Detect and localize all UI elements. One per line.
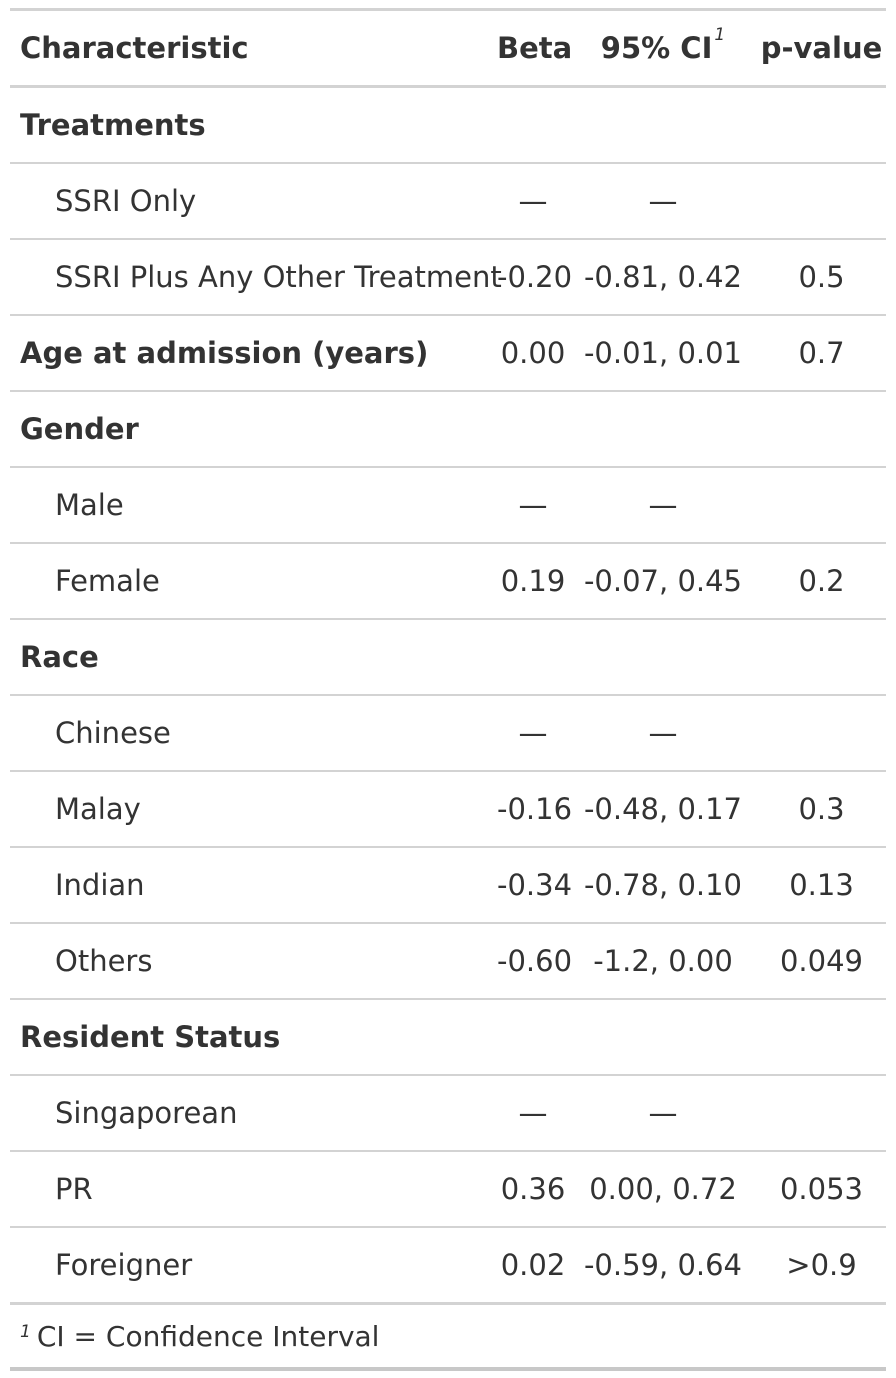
row-label: SSRI Plus Any Other Treatment [10,239,502,316]
row-beta [497,999,569,1076]
row-label: Age at admission (years) [10,315,497,392]
table-row: SSRI Plus Any Other Treatment -0.20 -0.81,… [10,239,886,316]
row-pvalue: 0.7 [757,315,886,392]
row-beta: — [497,1075,569,1152]
row-ci [569,999,757,1076]
row-pvalue [757,695,886,772]
row-beta: 0.19 [497,543,569,620]
header-pvalue: p-value [757,8,886,88]
row-pvalue [757,86,886,164]
row-ci: -0.78, 0.10 [569,847,757,924]
table-row: SSRI Only — — [10,163,886,240]
row-ci: -0.01, 0.01 [569,315,757,392]
row-beta: — [497,163,569,240]
row-pvalue: >0.9 [757,1227,886,1305]
row-beta: 0.00 [497,315,569,392]
table-row: Treatments [10,86,886,164]
row-ci: -0.07, 0.45 [569,543,757,620]
row-label: PR [10,1151,497,1228]
row-pvalue: 0.3 [757,771,886,848]
row-beta [497,391,569,468]
row-label: Others [10,923,497,1000]
table-row: Singaporean — — [10,1075,886,1152]
header-ci-footnote-marker: 1 [714,25,726,45]
row-pvalue: 0.2 [757,543,886,620]
row-pvalue [757,163,886,240]
footnote-text: CI = Confidence Interval [36,1319,380,1353]
row-pvalue [757,619,886,696]
row-pvalue: 0.5 [757,239,886,316]
table-header-row: Characteristic Beta 95% CI 1 p-value [10,8,886,88]
header-beta: Beta [497,8,572,88]
row-pvalue [757,391,886,468]
row-ci: — [569,467,757,544]
row-ci: -0.81, 0.42 [569,239,757,316]
row-label: Singaporean [10,1075,497,1152]
row-label: Male [10,467,497,544]
row-label: SSRI Only [10,163,497,240]
row-pvalue [757,467,886,544]
row-beta: -0.34 [497,847,572,924]
row-beta: -0.16 [497,771,572,848]
table-row: Resident Status [10,999,886,1076]
row-beta: 0.36 [497,1151,569,1228]
row-ci: -1.2, 0.00 [569,923,757,1000]
table-row: Gender [10,391,886,468]
row-ci: -0.59, 0.64 [569,1227,757,1305]
table-row: Female 0.19 -0.07, 0.45 0.2 [10,543,886,620]
row-pvalue [757,999,886,1076]
table-row: Malay -0.16 -0.48, 0.17 0.3 [10,771,886,848]
row-beta: -0.20 [497,239,572,316]
regression-table: Characteristic Beta 95% CI 1 p-value Trea… [10,8,886,1305]
row-ci [569,86,757,164]
table-row: PR 0.36 0.00, 0.72 0.053 [10,1151,886,1228]
row-pvalue: 0.053 [757,1151,886,1228]
row-label: Foreigner [10,1227,497,1305]
row-pvalue: 0.13 [757,847,886,924]
row-pvalue: 0.049 [757,923,886,1000]
row-beta [497,86,569,164]
row-beta: -0.60 [497,923,572,1000]
header-characteristic: Characteristic [10,8,497,88]
row-label: Race [10,619,497,696]
row-beta: — [497,695,569,772]
table-row: Foreigner 0.02 -0.59, 0.64 >0.9 [10,1227,886,1305]
header-ci: 95% CI 1 [569,8,757,88]
row-beta: 0.02 [497,1227,569,1305]
row-pvalue [757,1075,886,1152]
header-ci-label: 95% CI [600,31,713,65]
row-label: Malay [10,771,497,848]
row-label: Indian [10,847,497,924]
row-ci [569,619,757,696]
row-beta: — [497,467,569,544]
table-row: Chinese — — [10,695,886,772]
table-row: Race [10,619,886,696]
footnote-marker: 1 [20,1322,31,1342]
row-ci: — [569,163,757,240]
row-label: Treatments [10,86,497,164]
row-ci: — [569,695,757,772]
row-ci: -0.48, 0.17 [569,771,757,848]
row-label: Gender [10,391,497,468]
table-row: Indian -0.34 -0.78, 0.10 0.13 [10,847,886,924]
table-row: Male — — [10,467,886,544]
row-ci: 0.00, 0.72 [569,1151,757,1228]
table-body: Treatments SSRI Only — — SSRI Plus Any Other… [10,86,886,1305]
row-beta [497,619,569,696]
table-row: Others -0.60 -1.2, 0.00 0.049 [10,923,886,1000]
regression-table-container: Characteristic Beta 95% CI 1 p-value Trea… [10,8,886,1371]
table-row: Age at admission (years) 0.00 -0.01, 0.01 0… [10,315,886,392]
row-ci: — [569,1075,757,1152]
row-label: Female [10,543,497,620]
row-label: Resident Status [10,999,497,1076]
row-ci [569,391,757,468]
table-footnote: 1 CI = Confidence Interval [10,1305,886,1371]
row-label: Chinese [10,695,497,772]
